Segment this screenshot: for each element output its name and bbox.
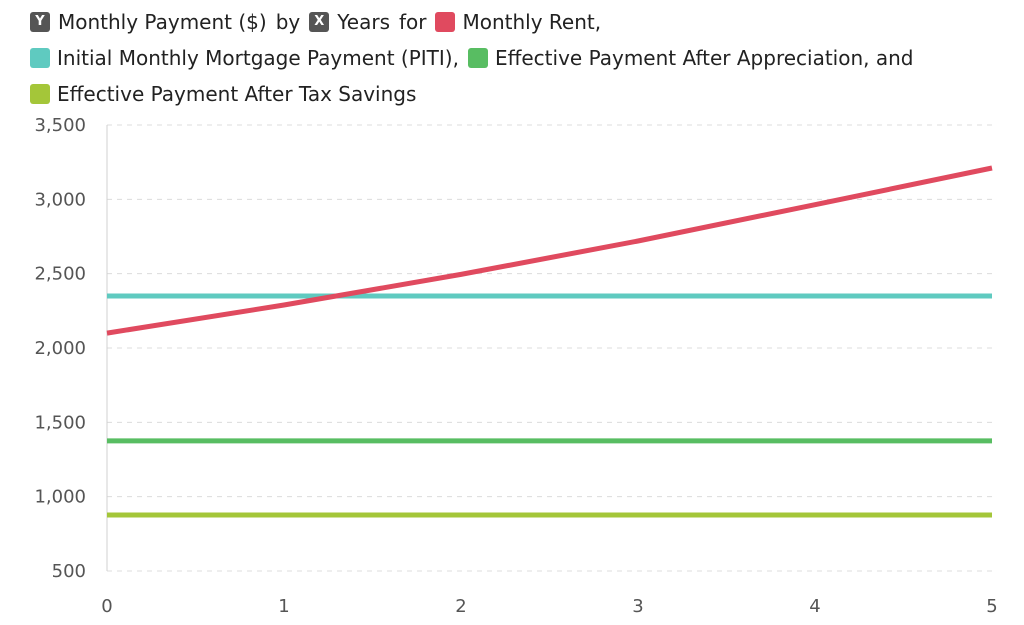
by-text: by	[275, 10, 301, 34]
y-tick-label: 1,500	[34, 412, 86, 433]
legend-line-2: Initial Monthly Mortgage Payment (PITI),…	[30, 40, 1010, 76]
legend-swatch-rent[interactable]	[435, 12, 456, 32]
legend-line-3: Effective Payment After Tax Savings	[30, 76, 1010, 112]
legend-swatch-appreciation[interactable]	[467, 48, 488, 68]
legend-swatch-tax-savings[interactable]	[30, 84, 50, 104]
y-tick-label: 500	[52, 561, 86, 582]
legend-line-1: Y Monthly Payment ($) by X Years for Mon…	[30, 4, 1010, 40]
y-tick-label: 2,500	[34, 264, 86, 285]
y-tick-label: 3,500	[34, 115, 86, 136]
y-tick-label: 3,000	[34, 189, 86, 210]
y-axis-label: Monthly Payment ($)	[58, 10, 267, 34]
legend-label-rent[interactable]: Monthly Rent,	[462, 10, 602, 34]
legend-label-tax-savings[interactable]: Effective Payment After Tax Savings	[57, 82, 417, 106]
x-axis-badge: X	[309, 12, 330, 32]
x-tick-label: 4	[809, 596, 820, 617]
y-tick-label: 2,000	[34, 338, 86, 359]
y-axis-badge: Y	[30, 12, 50, 32]
x-tick-label: 0	[101, 596, 112, 617]
y-tick-label: 1,000	[34, 487, 86, 508]
x-tick-label: 1	[278, 596, 289, 617]
chart-legend: Y Monthly Payment ($) by X Years for Mon…	[30, 4, 1010, 112]
legend-label-piti[interactable]: Initial Monthly Mortgage Payment (PITI),	[57, 46, 459, 70]
x-tick-label: 5	[986, 596, 997, 617]
x-axis-label: Years	[337, 10, 390, 34]
x-tick-label: 2	[455, 596, 466, 617]
x-tick-label: 3	[632, 596, 643, 617]
legend-swatch-piti[interactable]	[30, 48, 50, 68]
series-line-rent	[106, 165, 993, 336]
legend-label-appreciation[interactable]: Effective Payment After Appreciation, an…	[494, 46, 914, 70]
for-text: for	[398, 10, 427, 34]
